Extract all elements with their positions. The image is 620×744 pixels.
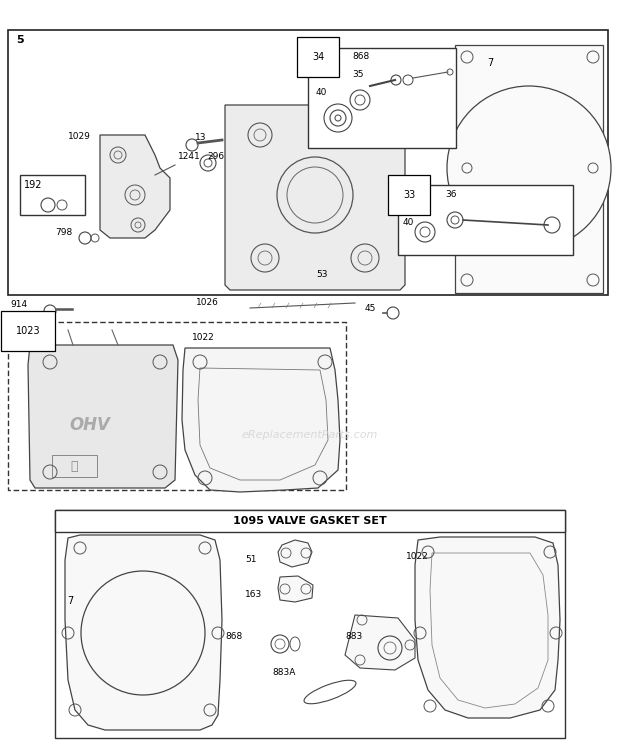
Text: 798: 798 — [55, 228, 73, 237]
Bar — [8, 322, 346, 490]
Text: 5: 5 — [16, 35, 24, 45]
Polygon shape — [65, 535, 222, 730]
Text: 40: 40 — [316, 88, 327, 97]
Text: 45: 45 — [365, 304, 376, 313]
Bar — [20, 175, 85, 215]
Text: 34: 34 — [312, 52, 324, 62]
Text: 36: 36 — [445, 190, 456, 199]
Bar — [8, 30, 608, 295]
Polygon shape — [278, 576, 313, 602]
Text: 1023: 1023 — [16, 326, 41, 336]
Text: 7: 7 — [487, 58, 494, 68]
Text: 914: 914 — [10, 300, 27, 309]
Text: 1095 VALVE GASKET SET: 1095 VALVE GASKET SET — [233, 516, 387, 526]
Text: 40: 40 — [403, 218, 414, 227]
Circle shape — [447, 86, 611, 250]
Bar — [55, 510, 565, 532]
Text: 13: 13 — [195, 133, 206, 142]
Text: 296: 296 — [207, 152, 224, 161]
Bar — [308, 48, 456, 148]
Text: 1241: 1241 — [178, 152, 201, 161]
Text: 53: 53 — [316, 270, 327, 279]
Text: 163: 163 — [245, 590, 262, 599]
Text: ⓑ: ⓑ — [70, 460, 78, 472]
Text: 33: 33 — [403, 190, 415, 200]
Text: 7: 7 — [67, 596, 73, 606]
Text: 1029: 1029 — [68, 132, 91, 141]
Text: 35: 35 — [352, 70, 363, 79]
Polygon shape — [278, 540, 312, 567]
Polygon shape — [430, 553, 548, 708]
Polygon shape — [345, 615, 415, 670]
Polygon shape — [415, 537, 560, 718]
Text: 192: 192 — [24, 180, 43, 190]
Text: 883A: 883A — [272, 668, 295, 677]
Bar — [52, 455, 97, 477]
Bar — [455, 45, 603, 293]
Text: 868: 868 — [225, 632, 242, 641]
Polygon shape — [182, 348, 340, 492]
Polygon shape — [198, 368, 328, 480]
Text: eReplacementParts.com: eReplacementParts.com — [242, 430, 378, 440]
Text: 51: 51 — [245, 555, 257, 564]
Text: 1026: 1026 — [196, 298, 219, 307]
Polygon shape — [100, 135, 170, 238]
Text: 1022: 1022 — [406, 552, 429, 561]
Text: 1022: 1022 — [192, 333, 215, 342]
Bar — [55, 510, 565, 738]
Text: OHV: OHV — [69, 416, 110, 434]
Text: 883: 883 — [345, 632, 362, 641]
Bar — [398, 185, 573, 255]
Circle shape — [453, 92, 605, 244]
Text: 868: 868 — [352, 52, 370, 61]
Polygon shape — [225, 105, 405, 290]
Polygon shape — [28, 345, 178, 488]
